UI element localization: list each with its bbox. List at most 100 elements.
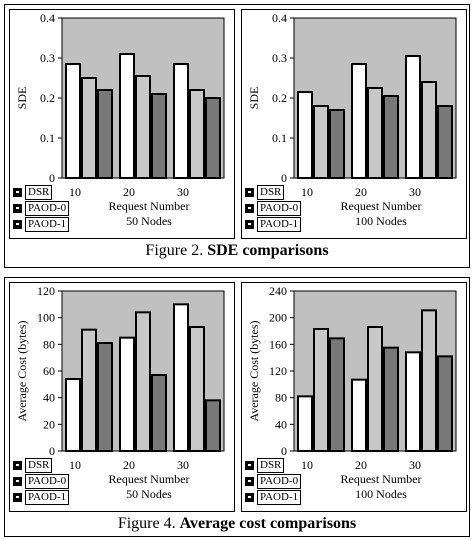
y-tick-label: 0.1 [272,131,287,145]
bar-paod-0-10 [81,328,97,453]
chart-svg: 0 20 40 60 80 100 120 10 20 30 Average Cost (bytes… [15,284,225,501]
bar-paod-0-20 [135,311,151,453]
bar-paod-1-30 [437,355,453,452]
legend-marker-icon [245,219,254,229]
figure-2-caption: Figure 2. SDE comparisons [5,242,469,260]
y-axis-label: Average Cost (bytes) [247,320,261,421]
chart-svg: 0 40 80 120 160 200 240 10 20 30 Average Cost (byt… [247,284,457,501]
y-tick-label: 0 [49,171,55,185]
legend-marker-icon [245,476,254,486]
y-tick-label: 0.3 [272,51,287,65]
y-tick-label: 0.2 [272,91,287,105]
y-tick-label: 20 [43,417,55,431]
y-axis-label: Average Cost (bytes) [15,320,29,421]
chart-svg: 0 0.1 0.2 0.3 0.4 10 20 30 SDE Request Number100 … [247,11,457,228]
y-tick-label: 100 [37,311,55,325]
chart-subtitle: 50 Nodes [126,487,172,501]
bar-paod-1-10 [97,89,113,179]
y-tick-label: 120 [269,364,287,378]
legend-item: PAOD-1 [13,216,70,232]
legend: DSR PAOD-0 PAOD-1 [13,457,70,505]
bar-dsr-30 [405,351,421,452]
x-tick-label: 20 [123,458,135,472]
bar-dsr-10 [65,378,81,452]
bar-paod-1-30 [205,399,221,453]
legend-item: DSR [13,184,69,200]
caption-title: SDE comparisons [207,242,329,259]
legend-item: PAOD-0 [245,200,302,216]
legend-item: DSR [245,184,301,200]
bar-paod-1-20 [383,95,399,179]
y-tick-label: 0.3 [40,51,55,65]
y-tick-label: 40 [43,391,55,405]
legend-marker-icon [13,203,22,213]
bar-paod-0-30 [421,309,437,453]
y-tick-label: 0.4 [40,11,55,25]
y-tick-label: 160 [269,337,287,351]
bar-dsr-20 [351,378,367,452]
bar-dsr-30 [405,55,421,179]
chart-panel-sde-100: 0 0.1 0.2 0.3 0.4 10 20 30 SDE Request Number 100 … [241,9,467,239]
bar-paod-0-10 [81,77,97,179]
figure-4-caption: Figure 4. Average cost comparisons [5,515,469,533]
legend-label: PAOD-1 [257,489,302,505]
legend-marker-icon [13,187,22,197]
bar-dsr-20 [119,336,135,453]
figure-2: 0 0.1 0.2 0.3 0.4 10 20 30 SDE Request Number 50 N… [4,4,470,268]
legend-item: PAOD-1 [245,489,302,505]
chart-subtitle: 100 Nodes [355,214,407,228]
y-tick-label: 60 [43,364,55,378]
bar-paod-0-30 [189,326,205,452]
legend: DSR PAOD-0 PAOD-1 [245,457,302,505]
legend-label: DSR [25,457,53,473]
y-tick-label: 120 [37,284,55,298]
bar-dsr-30 [173,303,189,453]
y-tick-label: 80 [43,337,55,351]
bar-paod-1-10 [97,342,113,452]
legend-marker-icon [245,203,254,213]
bar-paod-1-30 [205,97,221,179]
x-tick-label: 30 [177,458,189,472]
bar-dsr-20 [351,63,367,179]
bar-dsr-10 [297,91,313,179]
x-tick-label: 20 [355,185,367,199]
bar-dsr-10 [297,395,313,453]
x-tick-label: 10 [69,185,81,199]
y-tick-label: 0.1 [40,131,55,145]
legend-label: PAOD-1 [25,216,70,232]
bar-paod-1-10 [329,109,345,179]
x-tick-label: 10 [301,458,313,472]
bar-paod-1-20 [383,346,399,452]
legend-item: PAOD-0 [245,473,302,489]
bar-paod-0-20 [367,87,383,179]
y-tick-label: 40 [275,417,287,431]
legend-label: PAOD-0 [25,200,70,216]
x-tick-label: 20 [355,458,367,472]
bar-paod-0-20 [367,326,383,452]
legend-marker-icon [13,460,22,470]
legend-label: PAOD-0 [257,473,302,489]
x-tick-label: 30 [177,185,189,199]
y-tick-label: 0.4 [272,11,287,25]
y-tick-label: 0.2 [40,91,55,105]
legend-label: DSR [257,457,285,473]
y-tick-label: 240 [269,284,287,298]
bar-paod-0-20 [135,75,151,179]
x-axis-label: Request Number [341,199,422,213]
x-tick-label: 20 [123,185,135,199]
x-axis-label: Request Number [109,199,190,213]
legend-marker-icon [245,460,254,470]
bar-dsr-10 [65,63,81,179]
x-tick-label: 30 [409,458,421,472]
legend-label: DSR [257,184,285,200]
legend-marker-icon [245,187,254,197]
legend-item: PAOD-1 [245,216,302,232]
chart-panel-sde-50: 0 0.1 0.2 0.3 0.4 10 20 30 SDE Request Number 50 N… [9,9,235,239]
legend: DSR PAOD-0 PAOD-1 [13,184,70,232]
y-tick-label: 200 [269,311,287,325]
legend-marker-icon [13,492,22,502]
x-tick-label: 10 [301,185,313,199]
y-tick-label: 0 [281,171,287,185]
legend-item: PAOD-1 [13,489,70,505]
